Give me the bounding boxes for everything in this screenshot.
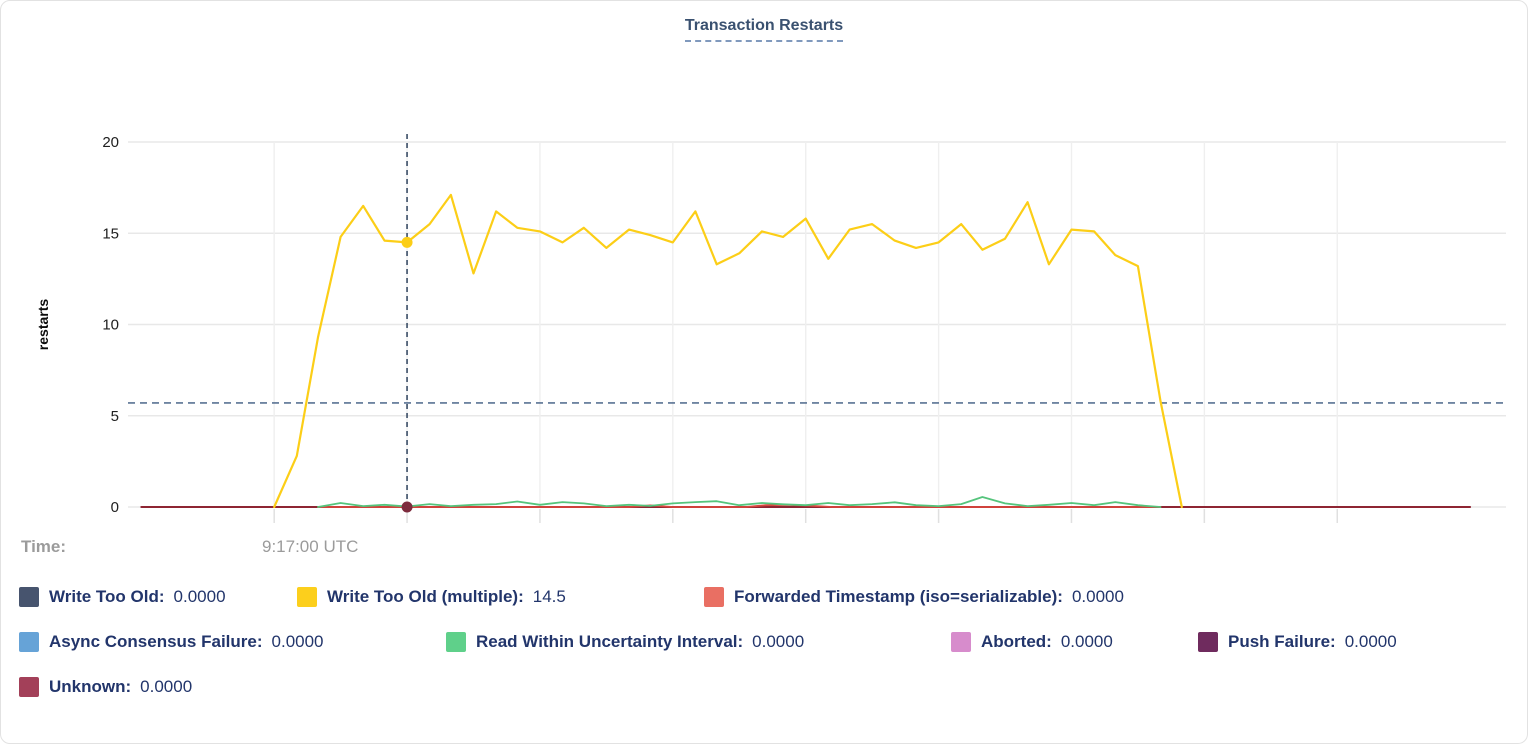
crosshair-dot-write-too-old-multiple: [401, 236, 413, 248]
legend-item-read-within-uncertainty-interval: Read Within Uncertainty Interval: 0.0000: [446, 632, 804, 652]
legend-swatch-unknown: [19, 677, 39, 697]
legend-swatch-read-within-uncertainty-interval: [446, 632, 466, 652]
legend-item-label: Forwarded Timestamp (iso=serializable):: [734, 587, 1063, 606]
legend-item-value: 0.0000: [752, 632, 805, 651]
legend-item-write-too-old-multiple: Write Too Old (multiple): 14.5: [297, 587, 566, 607]
legend-item-push-failure: Push Failure: 0.0000: [1198, 632, 1397, 652]
legend-item-aborted: Aborted: 0.0000: [951, 632, 1113, 652]
legend-item-value: 0.0000: [173, 587, 226, 606]
legend-item-value: 0.0000: [1071, 587, 1124, 606]
hover-time-value: 9:17:00 UTC: [262, 537, 359, 556]
legend-item-label: Aborted:: [981, 632, 1052, 651]
legend-swatch-write-too-old-multiple: [297, 587, 317, 607]
legend-swatch-push-failure: [1198, 632, 1218, 652]
legend-row: Unknown: 0.0000: [1, 677, 1527, 722]
y-tick-label: 10: [102, 317, 119, 334]
chart-header: Transaction Restarts: [1, 17, 1527, 42]
y-axis-label: restarts: [35, 299, 51, 351]
legend-row: Async Consensus Failure: 0.0000 Read Withi…: [1, 632, 1527, 677]
legend-item-value: 0.0000: [140, 677, 193, 696]
legend-item-label: Write Too Old (multiple):: [327, 587, 524, 606]
series-line-write-too-old-multiple: [273, 193, 1183, 509]
legend-swatch-write-too-old: [19, 587, 39, 607]
legend-item-value: 0.0000: [271, 632, 324, 651]
legend-item-label: Unknown:: [49, 677, 132, 696]
legend-item-async-consensus-failure: Async Consensus Failure: 0.0000: [19, 632, 324, 652]
y-tick-label: 20: [102, 134, 119, 151]
legend-item-label: Async Consensus Failure:: [49, 632, 263, 651]
legend-item-unknown: Unknown: 0.0000: [19, 677, 192, 697]
legend-item-value: 0.0000: [1060, 632, 1113, 651]
crosshair-dot-unknown: [401, 501, 413, 513]
y-tick-label: 15: [102, 225, 119, 242]
legend-swatch-forwarded-timestamp: [704, 587, 724, 607]
legend-item-label: Push Failure:: [1228, 632, 1336, 651]
legend-swatch-async-consensus-failure: [19, 632, 39, 652]
legend: Write Too Old: 0.0000 Write Too Old (multi…: [1, 587, 1527, 722]
y-tick-label: 0: [111, 499, 119, 516]
legend-item-label: Read Within Uncertainty Interval:: [476, 632, 744, 651]
legend-item-value: 14.5: [532, 587, 566, 606]
legend-item-forwarded-timestamp: Forwarded Timestamp (iso=serializable): 0…: [704, 587, 1124, 607]
legend-swatch-aborted: [951, 632, 971, 652]
transaction-restarts-line-chart[interactable]: 9:169:179:189:199:209:219:229:239:240510…: [1, 59, 1528, 529]
series-line-read-within-uncertainty-interval: [317, 496, 1162, 508]
legend-item-label: Write Too Old:: [49, 587, 165, 606]
hover-time-label: Time:: [21, 537, 67, 556]
legend-row: Write Too Old: 0.0000 Write Too Old (multi…: [1, 587, 1527, 632]
legend-item-write-too-old: Write Too Old: 0.0000: [19, 587, 226, 607]
legend-item-value: 0.0000: [1344, 632, 1397, 651]
y-tick-label: 5: [111, 408, 119, 425]
chart-title[interactable]: Transaction Restarts: [684, 17, 844, 42]
